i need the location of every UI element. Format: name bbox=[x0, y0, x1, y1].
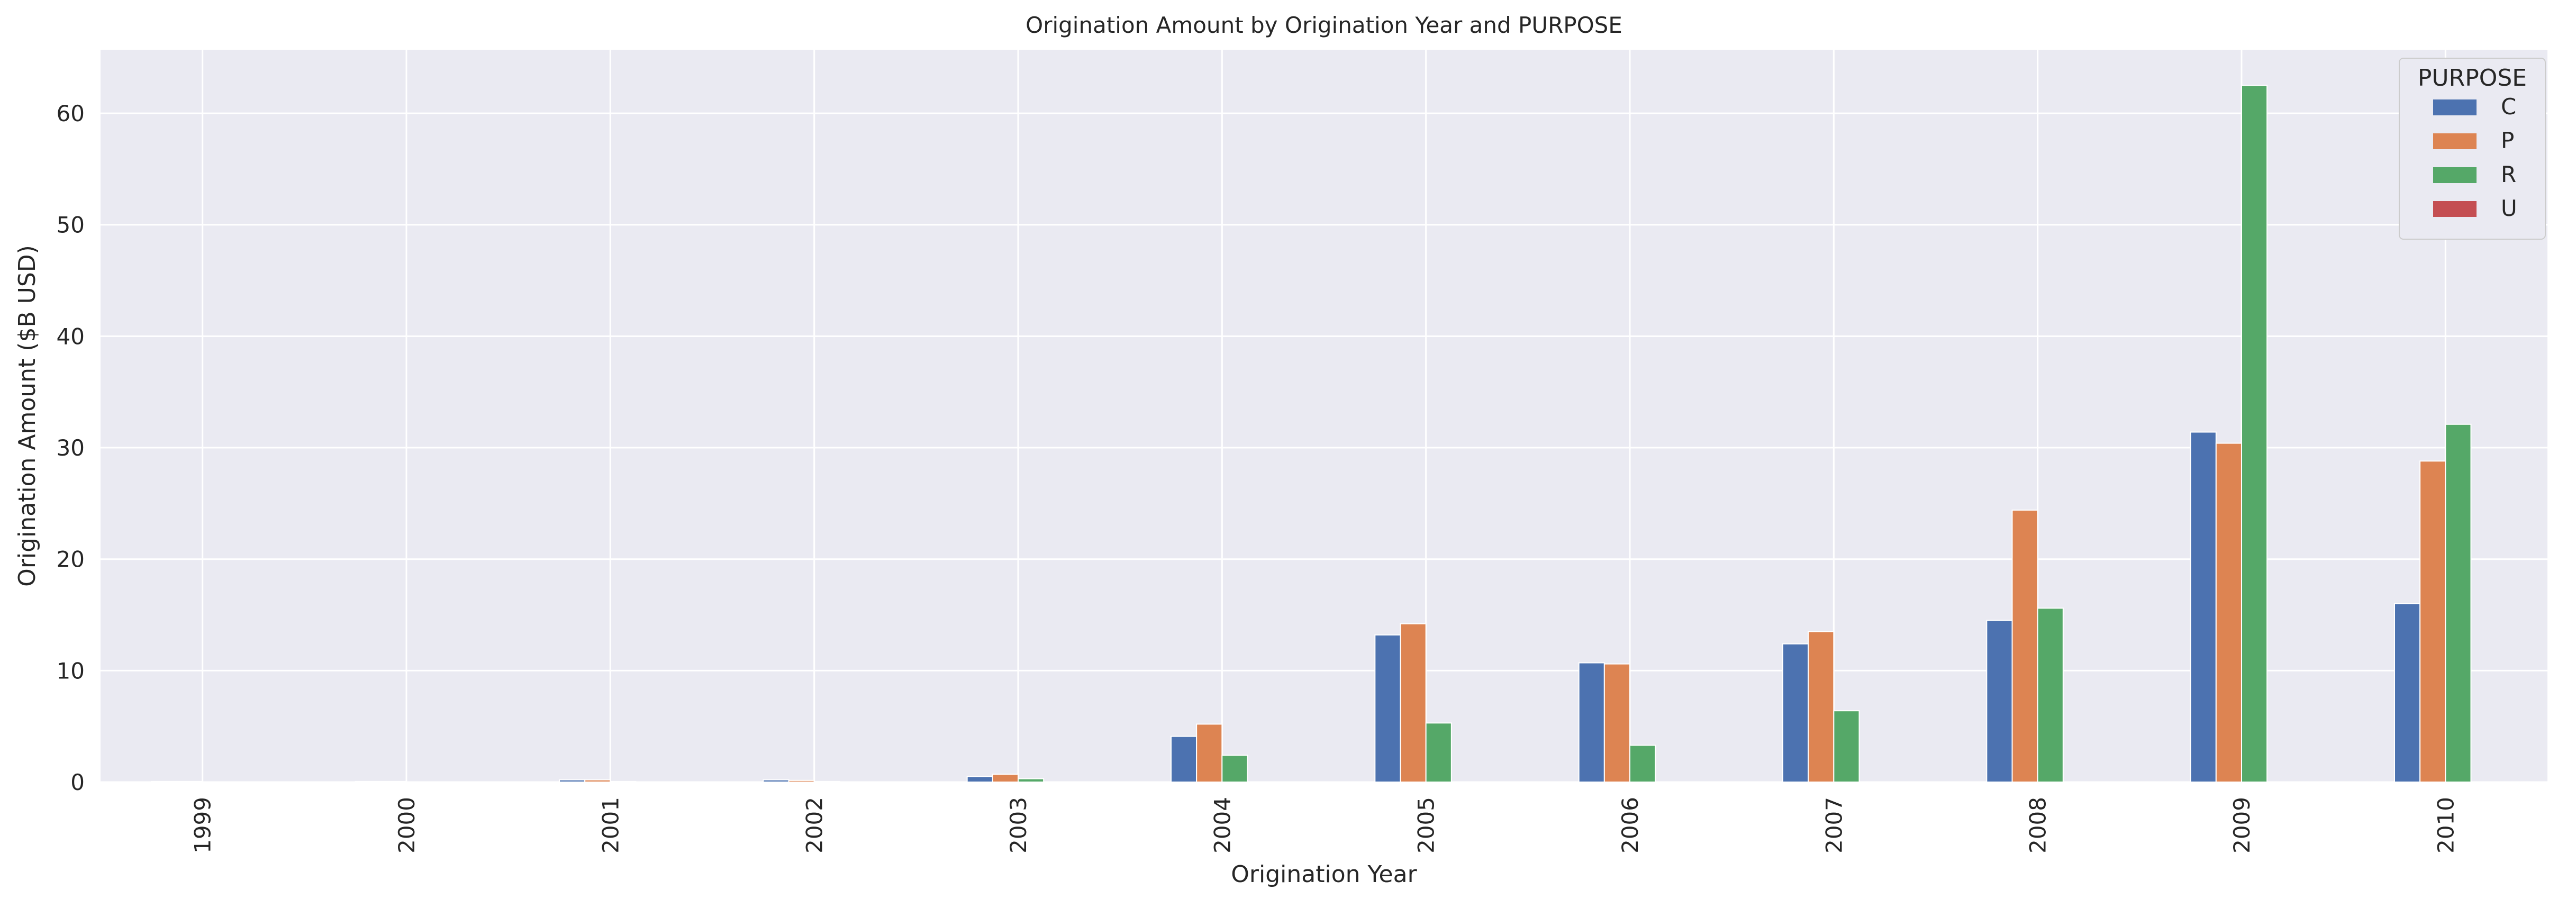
bar-R-2007 bbox=[1834, 711, 1859, 782]
bar-P-2004 bbox=[1196, 724, 1222, 782]
legend-label-C: C bbox=[2501, 94, 2516, 120]
legend-swatch-C bbox=[2433, 99, 2477, 115]
bar-P-2007 bbox=[1808, 632, 1834, 782]
y-axis-label: Origination Amount ($B USD) bbox=[14, 245, 41, 587]
bar-C-2009 bbox=[2191, 432, 2216, 782]
bar-C-2004 bbox=[1171, 737, 1196, 782]
x-tick-label: 2002 bbox=[802, 797, 828, 853]
bar-C-2008 bbox=[1987, 621, 2012, 782]
bar-P-2002 bbox=[789, 780, 814, 782]
x-tick-label: 2006 bbox=[1617, 797, 1643, 853]
bar-C-2010 bbox=[2394, 604, 2420, 782]
legend-title: PURPOSE bbox=[2418, 65, 2527, 92]
legend-swatch-U bbox=[2433, 201, 2477, 217]
y-tick-label: 10 bbox=[57, 658, 85, 684]
bar-C-2002 bbox=[763, 780, 788, 782]
y-tick-label: 40 bbox=[57, 323, 85, 349]
x-axis-label: Origination Year bbox=[1231, 861, 1417, 888]
x-tick-label: 2009 bbox=[2229, 797, 2255, 853]
legend-swatch-P bbox=[2433, 133, 2477, 149]
bar-R-2005 bbox=[1426, 723, 1452, 782]
bar-P-2003 bbox=[993, 774, 1018, 782]
bar-R-2004 bbox=[1222, 755, 1247, 782]
y-tick-label: 50 bbox=[57, 212, 85, 238]
y-tick-label: 60 bbox=[57, 101, 85, 126]
bar-R-2006 bbox=[1630, 745, 1655, 782]
bar-R-2008 bbox=[2038, 608, 2063, 782]
legend-label-R: R bbox=[2501, 161, 2516, 187]
x-tick-label: 2004 bbox=[1209, 797, 1235, 853]
chart-title: Origination Amount by Origination Year a… bbox=[1026, 12, 1622, 38]
bar-P-2005 bbox=[1401, 624, 1426, 782]
x-tick-label: 2001 bbox=[597, 797, 623, 853]
bar-C-2005 bbox=[1375, 635, 1400, 782]
bar-C-2001 bbox=[559, 780, 585, 782]
bar-P-2010 bbox=[2420, 461, 2445, 782]
legend-label-P: P bbox=[2501, 128, 2514, 153]
bar-R-2009 bbox=[2242, 85, 2267, 782]
x-tick-label: 1999 bbox=[190, 797, 216, 853]
x-tick-label: 2000 bbox=[394, 797, 420, 853]
bar-P-2001 bbox=[585, 780, 610, 782]
y-tick-label: 0 bbox=[70, 769, 85, 795]
plot-area bbox=[101, 50, 2547, 782]
x-tick-label: 2007 bbox=[1821, 797, 1847, 853]
bar-C-2003 bbox=[967, 776, 993, 782]
bar-P-2006 bbox=[1604, 664, 1630, 782]
y-tick-label: 30 bbox=[57, 435, 85, 461]
bar-C-2006 bbox=[1579, 663, 1604, 782]
y-tick-label: 20 bbox=[57, 547, 85, 573]
x-tick-label: 2005 bbox=[1413, 797, 1439, 853]
x-tick-label: 2010 bbox=[2433, 797, 2459, 853]
x-tick-label: 2008 bbox=[2025, 797, 2051, 853]
bar-P-2009 bbox=[2216, 443, 2242, 782]
legend-swatch-R bbox=[2433, 167, 2477, 183]
bar-P-2008 bbox=[2012, 510, 2038, 782]
bar-R-2003 bbox=[1018, 779, 1044, 782]
x-tick-label: 2003 bbox=[1005, 797, 1031, 853]
bar-C-2007 bbox=[1783, 644, 1808, 782]
bar-R-2010 bbox=[2445, 424, 2471, 782]
legend-label-U: U bbox=[2501, 195, 2517, 221]
